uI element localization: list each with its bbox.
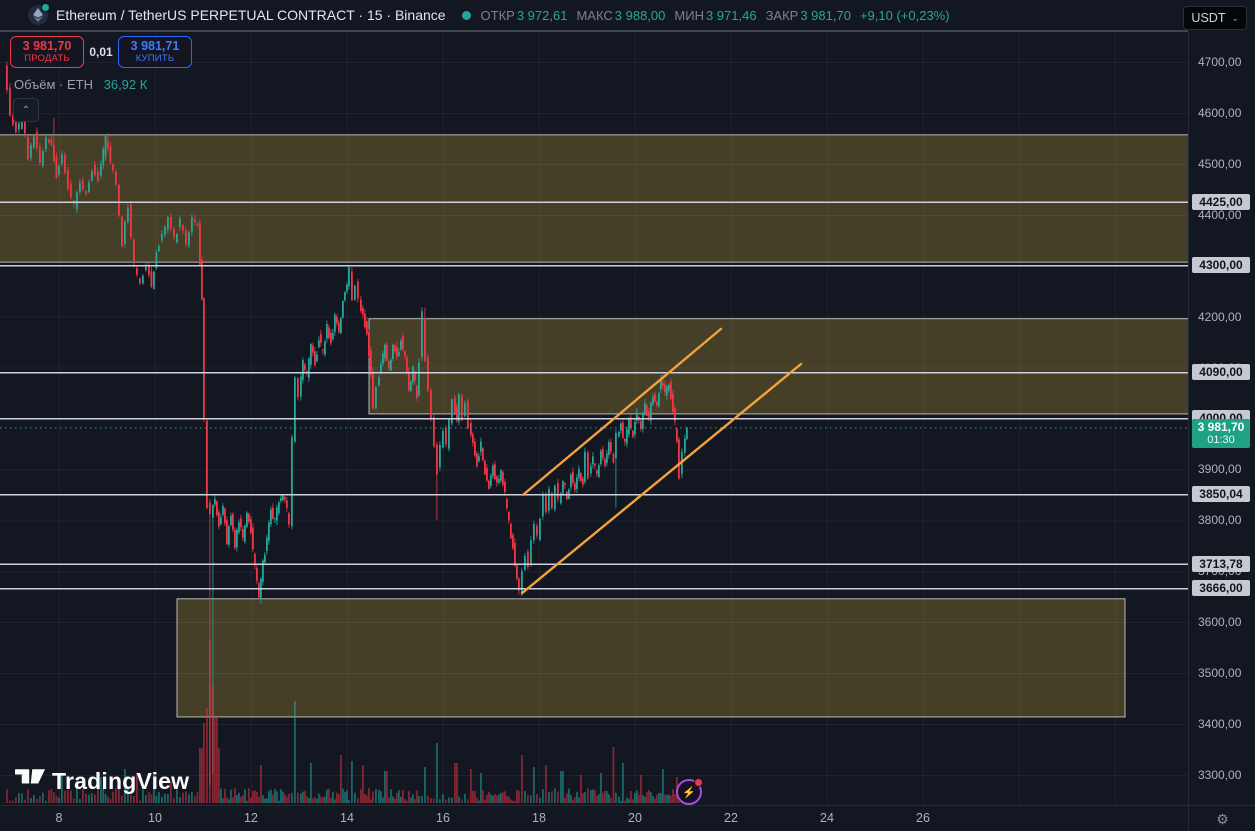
low-label: МИН bbox=[674, 7, 704, 23]
supply-demand-zone[interactable] bbox=[176, 598, 1126, 718]
boost-lightning-button[interactable]: ⚡ bbox=[676, 778, 703, 805]
ethereum-logo-icon[interactable] bbox=[28, 3, 50, 25]
close-value: 3 981,70 bbox=[800, 7, 851, 23]
price-axis-label: 4700,00 bbox=[1198, 55, 1242, 69]
time-axis-label: 20 bbox=[628, 811, 642, 825]
price-level-badge: 4090,00 bbox=[1192, 364, 1250, 381]
price-axis-label: 3600,00 bbox=[1198, 615, 1242, 630]
trend-line[interactable] bbox=[521, 327, 723, 497]
tradingview-wordmark: TradingView bbox=[52, 768, 190, 794]
sell-label: ПРОДАТЬ bbox=[24, 53, 70, 64]
price-level-badge: 4425,00 bbox=[1192, 193, 1250, 210]
change-value: +9,10 (+0,23%) bbox=[859, 7, 950, 23]
time-axis-label: 16 bbox=[436, 811, 450, 825]
close-label: ЗАКР bbox=[765, 7, 799, 23]
price-axis-label: 4600,00 bbox=[1198, 105, 1242, 120]
gear-icon: ⚙ bbox=[1216, 810, 1229, 827]
buy-label: КУПИТЬ bbox=[135, 53, 175, 64]
supply-demand-zone[interactable] bbox=[0, 134, 1188, 263]
currency-selector-value: USDT bbox=[1191, 11, 1226, 25]
last-price-badge: 3 981,70 01:30 bbox=[1192, 418, 1250, 448]
time-axis-label: 18 bbox=[532, 811, 546, 825]
buy-price: 3 981,71 bbox=[130, 39, 180, 53]
currency-selector-dropdown[interactable]: USDT ⌄ bbox=[1183, 6, 1247, 30]
price-level-badge: 3713,78 bbox=[1192, 555, 1250, 572]
price-axis-label: 4500,00 bbox=[1198, 156, 1242, 171]
price-axis-label: 3800,00 bbox=[1198, 513, 1242, 528]
trend-line[interactable] bbox=[520, 362, 803, 595]
open-value: 3 972,61 bbox=[516, 7, 568, 23]
price-level-badge: 4300,00 bbox=[1192, 257, 1250, 274]
notification-dot bbox=[694, 778, 703, 787]
time-axis-label: 10 bbox=[148, 811, 162, 825]
collapse-legend-button[interactable]: ⌃ bbox=[13, 98, 39, 122]
high-label: МАКС bbox=[576, 7, 613, 23]
buy-button[interactable]: 3 981,71 КУПИТЬ bbox=[118, 36, 192, 68]
sell-button[interactable]: 3 981,70 ПРОДАТЬ bbox=[10, 36, 84, 68]
volume-bars bbox=[6, 641, 688, 803]
price-axis-label: 3400,00 bbox=[1198, 717, 1242, 732]
price-level-badge: 3666,00 bbox=[1192, 580, 1250, 597]
candles-up bbox=[18, 118, 688, 774]
time-axis-label: 24 bbox=[820, 811, 834, 825]
top-toolbar: Ethereum / TetherUS PERPETUAL CONTRACT ·… bbox=[0, 0, 1188, 32]
chevron-up-icon: ⌃ bbox=[21, 104, 31, 116]
symbol-title[interactable]: Ethereum / TetherUS PERPETUAL CONTRACT ·… bbox=[56, 7, 446, 23]
price-axis-label: 3900,00 bbox=[1198, 462, 1242, 477]
chevron-down-icon: ⌄ bbox=[1231, 12, 1239, 23]
tradingview-logo[interactable]: TradingView bbox=[15, 768, 189, 795]
price-chart-canvas[interactable] bbox=[0, 0, 1188, 805]
time-axis-label: 8 bbox=[55, 811, 63, 825]
price-axis-label: 3300,00 bbox=[1198, 768, 1242, 782]
price-axis-label: 3500,00 bbox=[1198, 666, 1242, 681]
volume-legend-label: Объём · ETH bbox=[14, 77, 93, 92]
market-status-dot[interactable] bbox=[461, 10, 471, 20]
open-label: ОТКР bbox=[480, 7, 515, 23]
ohlc-readout: ОТКР 3 972,61 МАКС 3 988,00 МИН 3 971,46… bbox=[481, 8, 950, 23]
time-axis-label: 12 bbox=[244, 811, 258, 825]
price-level-badge: 3850,04 bbox=[1192, 486, 1250, 503]
spread-value: 0,01 bbox=[89, 45, 113, 59]
volume-legend-value: 36,92 К bbox=[103, 77, 148, 92]
time-axis-label: 14 bbox=[340, 811, 354, 825]
time-axis-label: 26 bbox=[916, 811, 930, 825]
tradingview-logo-icon bbox=[15, 769, 45, 794]
time-axis[interactable]: 8 10 12 14 16 18 20 22 24 26 bbox=[0, 805, 1188, 831]
trade-panel: 3 981,70 ПРОДАТЬ 0,01 3 981,71 КУПИТЬ bbox=[10, 36, 192, 68]
price-axis-label: 4400,00 bbox=[1198, 207, 1242, 222]
time-axis-label: 22 bbox=[724, 811, 738, 825]
sell-price: 3 981,70 bbox=[22, 39, 72, 53]
price-axis[interactable]: 4700,00 4600,00 4500,00 4400,00 4300,00 4200,… bbox=[1188, 32, 1255, 805]
price-axis-label: 4200,00 bbox=[1198, 309, 1242, 324]
high-value: 3 988,00 bbox=[614, 7, 666, 23]
volume-legend: Объём · ETH 36,92 К bbox=[14, 77, 147, 92]
lightning-icon: ⚡ bbox=[682, 786, 696, 799]
low-value: 3 971,46 bbox=[705, 7, 757, 23]
bar-countdown: 01:30 bbox=[1207, 433, 1235, 446]
axis-settings-corner[interactable]: ⚙ bbox=[1188, 805, 1255, 831]
supply-demand-zone[interactable] bbox=[368, 318, 1188, 415]
